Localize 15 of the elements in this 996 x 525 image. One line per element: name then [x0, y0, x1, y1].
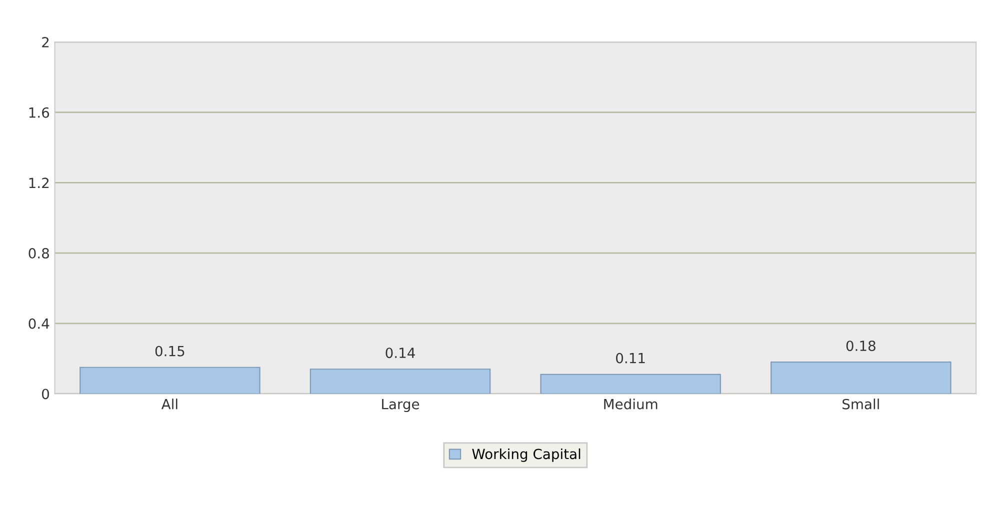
data-label: 0.14	[386, 348, 415, 358]
y-tick-label: 0	[42, 388, 49, 400]
data-label: 0.18	[846, 340, 876, 352]
y-tick-label: 1.2	[29, 178, 49, 188]
legend-label: Working Capital	[472, 448, 580, 462]
y-tick-label: 2	[42, 36, 49, 48]
x-tick-label: Medium	[604, 398, 658, 410]
y-tick-label: 0.8	[28, 248, 49, 259]
x-tick-label: Large	[382, 399, 420, 412]
y-tick-label: 0.4	[28, 318, 50, 329]
data-label: 0.11	[616, 352, 645, 364]
y-tick-label: 1.6	[29, 107, 50, 118]
data-label: 0.15	[155, 346, 184, 356]
x-tick-label: Small	[842, 398, 879, 410]
x-tick-label: All	[161, 398, 178, 410]
